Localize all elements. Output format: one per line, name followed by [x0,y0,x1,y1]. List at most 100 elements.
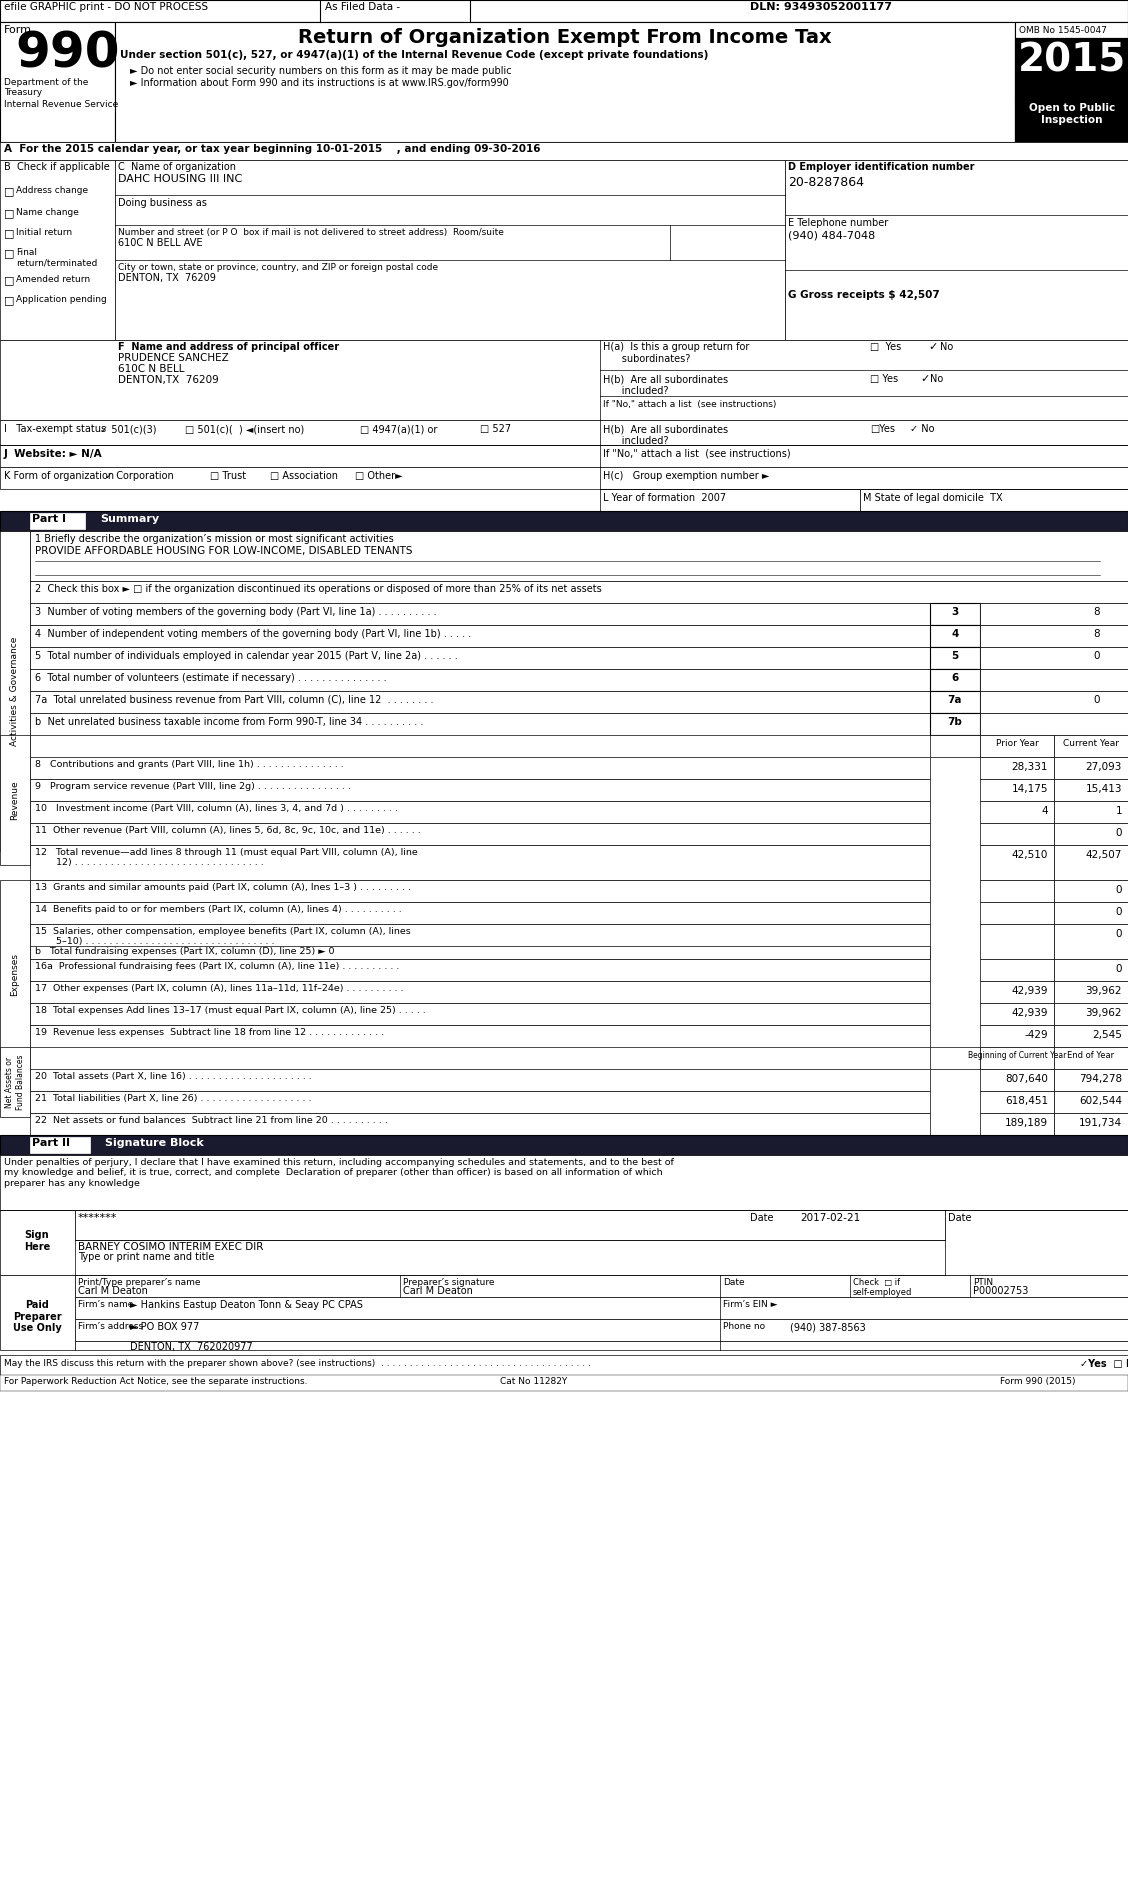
Text: For Paperwork Reduction Act Notice, see the separate instructions.: For Paperwork Reduction Act Notice, see … [5,1378,308,1385]
Bar [0,1376,1128,1391]
Text: Department of the
Treasury: Department of the Treasury [5,78,88,97]
Bar [980,757,1054,778]
Text: (940) 387-8563: (940) 387-8563 [790,1323,866,1332]
Text: Activities & Governance: Activities & Governance [10,636,19,746]
Text: Paid
Preparer
Use Only: Paid Preparer Use Only [12,1300,61,1334]
Text: 618,451: 618,451 [1005,1096,1048,1106]
Bar [74,1319,1128,1342]
Bar [30,959,929,982]
Bar [30,531,1128,580]
Text: No: No [929,375,943,384]
Bar [30,845,929,879]
Text: BARNEY COSIMO INTERIM EXEC DIR: BARNEY COSIMO INTERIM EXEC DIR [78,1243,263,1252]
Text: Under penalties of perjury, I declare that I have examined this return, includin: Under penalties of perjury, I declare th… [5,1159,673,1187]
Text: □  Yes: □ Yes [870,343,901,352]
Text: ► PO BOX 977: ► PO BOX 977 [130,1323,200,1332]
Text: 21  Total liabilities (Part X, line 26) . . . . . . . . . . . . . . . . . . .: 21 Total liabilities (Part X, line 26) .… [35,1094,311,1104]
Bar [0,445,1128,466]
Text: City or town, state or province, country, and ZIP or foreign postal code: City or town, state or province, country… [118,263,438,272]
Text: No: No [940,343,953,352]
Text: 39,962: 39,962 [1085,1009,1122,1018]
Bar [0,341,1128,421]
Bar [30,982,929,1003]
Text: □: □ [5,276,15,285]
Text: □: □ [5,247,15,259]
Bar [0,1210,74,1275]
Bar [1015,97,1128,143]
Bar [30,778,929,801]
Text: Print/Type preparer’s name: Print/Type preparer’s name [78,1279,201,1286]
Bar [1054,959,1128,982]
Text: DENTON, TX  762020977: DENTON, TX 762020977 [130,1342,253,1351]
Text: Part II: Part II [32,1138,70,1148]
Text: b  Net unrelated business taxable income from Form 990-T, line 34 . . . . . . . : b Net unrelated business taxable income … [35,717,423,727]
Text: DENTON, TX  76209: DENTON, TX 76209 [118,272,215,284]
Bar [30,603,929,624]
Text: ► Hankins Eastup Deaton Tonn & Seay PC CPAS: ► Hankins Eastup Deaton Tonn & Seay PC C… [130,1300,363,1309]
Bar [929,735,980,757]
Bar [30,822,929,845]
Text: 0: 0 [1093,695,1100,704]
Bar [1054,735,1128,757]
Bar [980,778,1054,801]
Bar [30,946,929,959]
Text: 1: 1 [1116,807,1122,816]
Text: □ Other►: □ Other► [355,472,403,481]
Text: Open to Public
Inspection: Open to Public Inspection [1029,103,1116,124]
Text: B  Check if applicable: B Check if applicable [5,162,109,171]
Text: □: □ [5,207,15,219]
Text: 8: 8 [1093,630,1100,639]
Bar [1015,38,1128,97]
Text: Date: Date [750,1212,774,1224]
Text: As Filed Data -: As Filed Data - [325,2,400,11]
Bar [0,512,1128,531]
Text: 14,175: 14,175 [1012,784,1048,794]
Text: 20  Total assets (Part X, line 16) . . . . . . . . . . . . . . . . . . . . .: 20 Total assets (Part X, line 16) . . . … [35,1071,311,1081]
Text: Carl M Deaton: Carl M Deaton [78,1286,148,1296]
Bar [929,603,980,624]
Bar [980,691,1128,714]
Text: 7a  Total unrelated business revenue from Part VIII, column (C), line 12  . . . : 7a Total unrelated business revenue from… [35,695,433,704]
Text: A  For the 2015 calendar year, or tax year beginning 10-01-2015    , and ending : A For the 2015 calendar year, or tax yea… [5,145,540,154]
Text: Under section 501(c), 527, or 4947(a)(1) of the Internal Revenue Code (except pr: Under section 501(c), 527, or 4947(a)(1)… [120,49,708,61]
Bar [929,1047,980,1069]
Bar [0,23,115,143]
Text: Part I: Part I [32,514,67,523]
Text: H(a)  Is this a group return for
      subordinates?: H(a) Is this a group return for subordin… [603,343,749,363]
Text: Net Assets or
Fund Balances: Net Assets or Fund Balances [6,1054,25,1109]
Text: 5: 5 [951,651,959,660]
Text: 3  Number of voting members of the governing body (Part VI, line 1a) . . . . . .: 3 Number of voting members of the govern… [35,607,437,617]
Bar [30,647,929,670]
Text: Form 990 (2015): Form 990 (2015) [1001,1378,1075,1385]
Bar [980,1113,1054,1134]
Text: Carl M Deaton: Carl M Deaton [403,1286,473,1296]
Bar [0,466,1128,489]
Text: PTIN: PTIN [973,1279,993,1286]
Bar [980,959,1054,982]
Text: Date: Date [948,1212,971,1224]
Bar [980,1047,1054,1069]
Bar [929,691,980,714]
Bar [1054,879,1128,902]
Text: 18  Total expenses Add lines 13–17 (must equal Part IX, column (A), line 25) . .: 18 Total expenses Add lines 13–17 (must … [35,1007,425,1014]
Text: 11  Other revenue (Part VIII, column (A), lines 5, 6d, 8c, 9c, 10c, and 11e) . .: 11 Other revenue (Part VIII, column (A),… [35,826,421,835]
Bar [30,624,929,647]
Text: □: □ [5,295,15,304]
Text: 7a: 7a [948,695,962,704]
Text: 0: 0 [1116,908,1122,917]
Text: ► Information about Form 990 and its instructions is at www.IRS.gov/form990: ► Information about Form 990 and its ins… [130,78,509,88]
Text: ► Do not enter social security numbers on this form as it may be made public: ► Do not enter social security numbers o… [130,67,512,76]
Text: 610C N BELL AVE: 610C N BELL AVE [118,238,203,247]
Bar [115,23,1015,143]
Bar [115,160,785,341]
Text: 4: 4 [1041,807,1048,816]
Text: 1 Briefly describe the organization’s mission or most significant activities: 1 Briefly describe the organization’s mi… [35,535,394,544]
Text: 15,413: 15,413 [1085,784,1122,794]
Text: Firm’s address: Firm’s address [78,1323,143,1330]
Text: Current Year: Current Year [1063,738,1119,748]
Text: K Form of organization: K Form of organization [5,472,114,481]
Text: Final
return/terminated: Final return/terminated [16,247,97,268]
Bar [30,902,929,925]
Text: PROVIDE AFFORDABLE HOUSING FOR LOW-INCOME, DISABLED TENANTS: PROVIDE AFFORDABLE HOUSING FOR LOW-INCOM… [35,546,413,556]
Text: 7b: 7b [948,717,962,727]
